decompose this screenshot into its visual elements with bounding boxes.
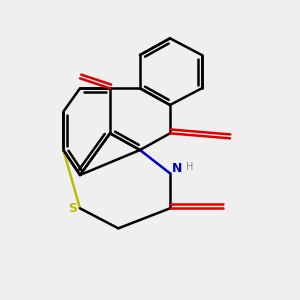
Text: H: H <box>186 162 193 172</box>
Text: S: S <box>68 202 77 215</box>
Text: N: N <box>172 162 183 175</box>
